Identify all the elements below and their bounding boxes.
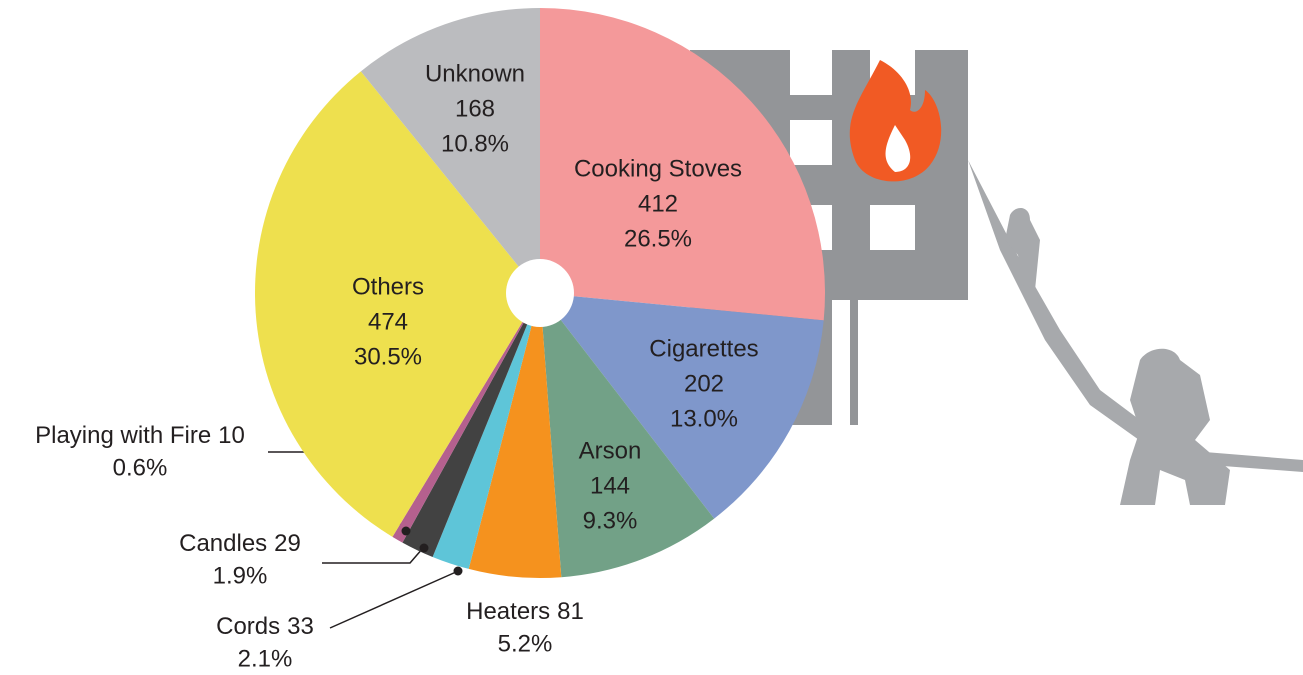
slice-label-name: Cords: [216, 613, 280, 640]
slice-label-value: 202: [684, 370, 724, 397]
slice-label-value: 474: [368, 308, 408, 335]
slice-label-value: 168: [455, 95, 495, 122]
slice-label: Candles 29: [179, 530, 301, 557]
slice-label-name: Heaters: [466, 598, 550, 625]
slice-label-value: 81: [557, 598, 584, 625]
slice-label: Cords 33: [216, 613, 314, 640]
chart: Cooking Stoves 412 26.5% Cigarettes 202 13.0%…: [0, 0, 1303, 675]
slice-label-percent: 26.5%: [624, 225, 692, 252]
slice-label-percent: 2.1%: [238, 645, 293, 672]
slice-label-name: Others: [352, 273, 424, 300]
slice-label-percent: 0.6%: [113, 454, 168, 481]
slice-label-percent: 10.8%: [441, 130, 509, 157]
slice-label-value: 29: [274, 530, 301, 557]
slice-label-percent: 1.9%: [213, 562, 268, 589]
leader-dot: [454, 567, 463, 576]
leader-dot: [420, 544, 429, 553]
hose: [968, 160, 1303, 472]
leader-line: [322, 548, 423, 563]
slice-label-name: Cigarettes: [649, 335, 758, 362]
slice-label-value: 33: [287, 613, 314, 640]
slice-label-percent: 30.5%: [354, 343, 422, 370]
slice-label-value: 144: [590, 472, 630, 499]
slice-label-value: 10: [218, 422, 245, 449]
slice-label: Playing with Fire 10: [35, 422, 245, 449]
slice-label-name: Candles: [179, 530, 267, 557]
leader-line: [330, 572, 456, 628]
slice-label-percent: 9.3%: [583, 507, 638, 534]
slice-label: Heaters 81: [466, 598, 584, 625]
slice-label-percent: 5.2%: [498, 630, 553, 657]
slice-label-percent: 13.0%: [670, 405, 738, 432]
slice-label-name: Arson: [579, 437, 642, 464]
leader-dot: [402, 527, 411, 536]
page: {"chart_data": {"type": "pie", "categori…: [0, 0, 1303, 675]
slice-label-name: Cooking Stoves: [574, 155, 742, 182]
slice-label-name: Unknown: [425, 60, 525, 87]
slice-label-name: Playing with Fire: [35, 422, 211, 449]
slice-label-value: 412: [638, 190, 678, 217]
pie-hole: [506, 259, 574, 327]
